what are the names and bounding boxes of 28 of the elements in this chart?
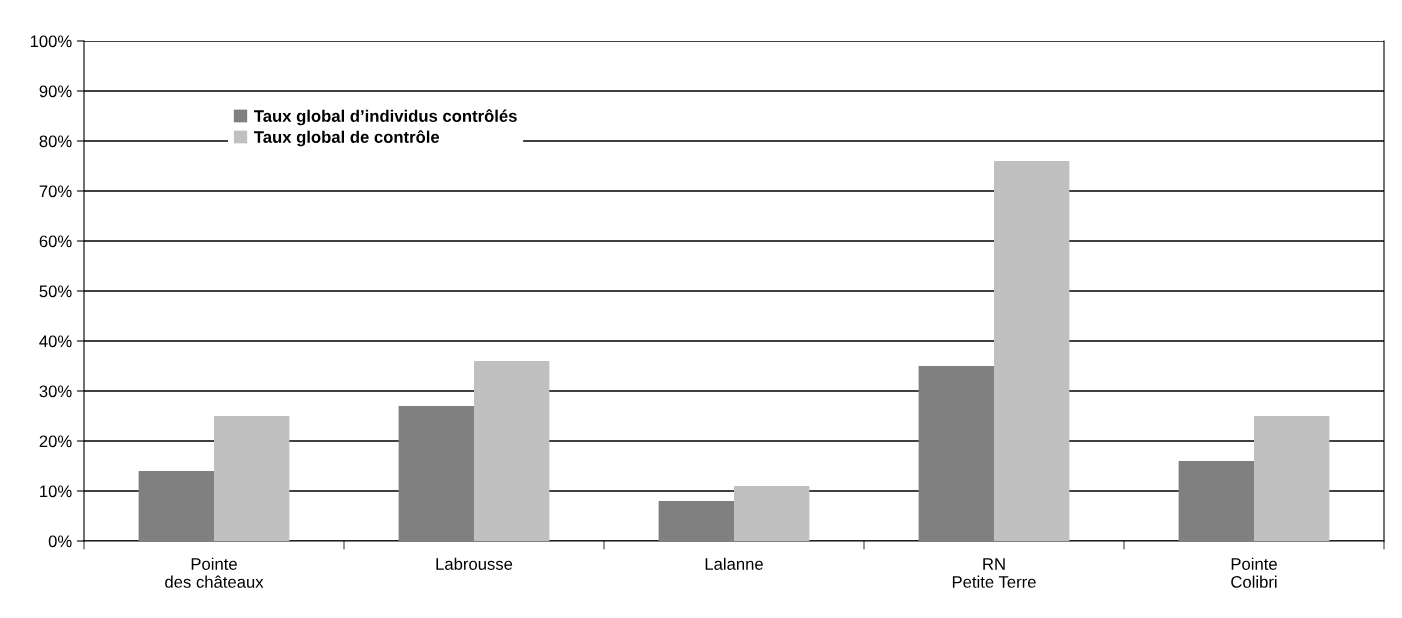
bar bbox=[1178, 461, 1254, 541]
bar bbox=[734, 486, 810, 541]
y-tick-label: 10% bbox=[40, 485, 72, 498]
x-tick-label: Lalanne bbox=[705, 557, 763, 570]
y-tick-label: 50% bbox=[39, 285, 72, 298]
y-tick-label: 60% bbox=[39, 235, 72, 248]
y-tick-label: 0% bbox=[48, 535, 72, 548]
bar bbox=[398, 406, 474, 541]
y-tick-label: 70% bbox=[39, 185, 72, 198]
bar bbox=[474, 361, 550, 541]
bar bbox=[658, 501, 734, 541]
legend-label: Taux global de contrôle bbox=[254, 130, 440, 147]
bar bbox=[1254, 416, 1330, 541]
bar bbox=[918, 366, 994, 541]
y-tick-label: 20% bbox=[39, 435, 72, 448]
x-tick-label: RN Petite Terre bbox=[952, 558, 1036, 588]
y-tick-label: 30% bbox=[39, 385, 72, 398]
bar bbox=[214, 416, 290, 541]
y-tick-label: 90% bbox=[39, 85, 72, 98]
x-tick-label: Pointe des châteaux bbox=[165, 557, 264, 588]
y-tick-label: 100% bbox=[30, 35, 72, 48]
x-tick-label: Pointe Colibri bbox=[1231, 557, 1277, 588]
bar bbox=[138, 471, 214, 541]
y-tick-label: 40% bbox=[39, 335, 72, 348]
y-tick-label: 80% bbox=[39, 135, 72, 148]
legend-label: Taux global d’individus contrôlés bbox=[254, 109, 517, 126]
x-tick-label: Labrousse bbox=[436, 557, 513, 570]
bar bbox=[994, 161, 1070, 541]
